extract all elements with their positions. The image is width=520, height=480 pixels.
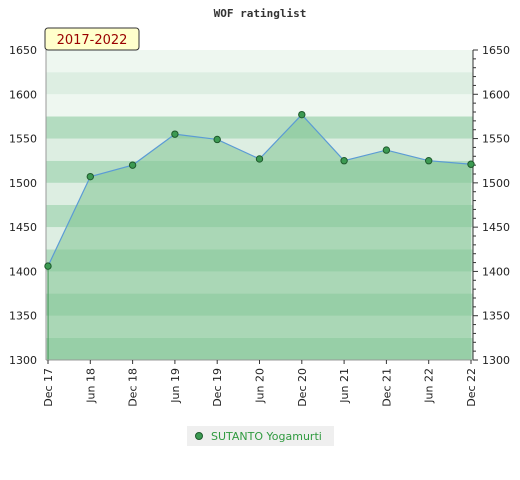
legend-marker bbox=[195, 432, 203, 440]
y-tick-label-right: 1650 bbox=[482, 44, 510, 57]
y-tick-label-right: 1550 bbox=[482, 133, 510, 146]
y-tick-label-right: 1350 bbox=[482, 310, 510, 323]
rating-point bbox=[382, 146, 391, 154]
rating-point bbox=[467, 160, 475, 168]
rating-point bbox=[298, 110, 306, 119]
period-box bbox=[44, 27, 140, 51]
background-band bbox=[46, 116, 473, 139]
y-tick-label-left: 1550 bbox=[9, 133, 37, 146]
chart-axes: 1300 1300 1350 1350 1400 1400 1450 1450 1500 1500… bbox=[9, 44, 510, 407]
rating-point bbox=[44, 262, 52, 270]
legend-label: SUTANTO Yogamurti bbox=[211, 430, 322, 443]
x-tick-label: Jun 20 bbox=[254, 368, 267, 404]
rating-point bbox=[128, 161, 137, 169]
x-tick-label: Jun 22 bbox=[423, 368, 436, 404]
y-tick-label-right: 1300 bbox=[482, 354, 510, 367]
x-tick-label: Jun 19 bbox=[169, 368, 182, 404]
y-tick-label-left: 1400 bbox=[9, 265, 37, 278]
legend-box bbox=[187, 426, 334, 446]
period-label: 2017-2022 bbox=[57, 33, 128, 48]
chart-title: WOF ratinglist bbox=[214, 7, 307, 20]
x-tick-label: Dec 19 bbox=[211, 368, 224, 407]
rating-area-fill bbox=[48, 114, 471, 361]
x-tick-label: Jun 18 bbox=[84, 368, 97, 404]
background-band bbox=[46, 50, 473, 73]
y-tick-label-right: 1400 bbox=[482, 265, 510, 278]
rating-point bbox=[340, 157, 348, 165]
y-tick-label-right: 1500 bbox=[482, 177, 510, 190]
rating-point bbox=[86, 172, 95, 181]
background-band bbox=[46, 72, 473, 95]
period-label-box: 2017-2022 bbox=[44, 27, 140, 51]
x-tick-label: Dec 20 bbox=[296, 368, 309, 407]
x-tick-label: Dec 17 bbox=[42, 368, 55, 407]
rating-points bbox=[44, 110, 475, 270]
y-tick-label-left: 1500 bbox=[9, 177, 37, 190]
y-tick-label-right: 1450 bbox=[482, 221, 510, 234]
rating-point bbox=[425, 157, 433, 165]
y-tick-label-left: 1450 bbox=[9, 221, 37, 234]
y-tick-label-left: 1300 bbox=[9, 354, 37, 367]
y-tick-label-right: 1600 bbox=[482, 88, 510, 101]
legend[interactable]: SUTANTO Yogamurti bbox=[187, 426, 334, 446]
x-tick-label: Dec 22 bbox=[465, 368, 478, 407]
y-tick-label-left: 1350 bbox=[9, 310, 37, 323]
x-tick-label: Dec 21 bbox=[380, 368, 393, 407]
background-band bbox=[46, 94, 473, 117]
x-tick-label: Jun 21 bbox=[338, 368, 351, 404]
y-tick-label-left: 1650 bbox=[9, 44, 37, 57]
y-tick-label-left: 1600 bbox=[9, 88, 37, 101]
rating-point bbox=[213, 135, 221, 144]
x-tick-label: Dec 18 bbox=[127, 368, 140, 407]
rating-point bbox=[171, 130, 179, 138]
rating-point bbox=[255, 155, 264, 163]
